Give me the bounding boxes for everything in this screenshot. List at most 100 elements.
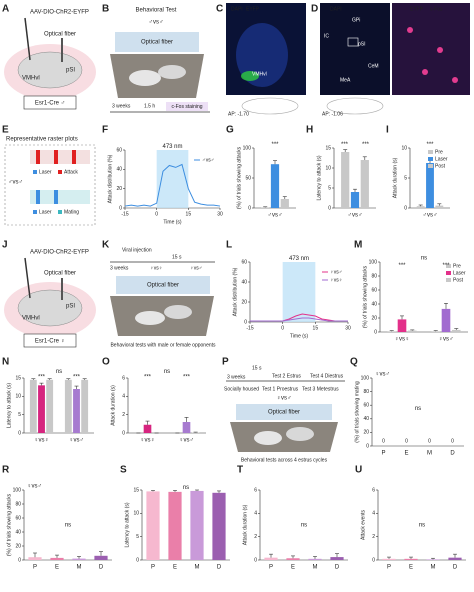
x-tick-label: P (269, 565, 273, 571)
x-tick-label: ♂vs♂ (268, 213, 283, 219)
fiber-band (236, 404, 332, 420)
y-axis-label: (%) of trials showing mating (354, 381, 360, 443)
title: Representative raster plots (6, 137, 78, 143)
x-tick-label: ♀vs♀ (34, 438, 49, 444)
mouse-line: Esr1-Cre ♀ (35, 339, 65, 345)
region: CeM (368, 63, 379, 69)
arena (230, 422, 338, 452)
ap: AP: -1.70 (228, 111, 249, 117)
panel-a: AAV-DIO-ChR2-EYFP Optical fiber VMHvl pS… (4, 10, 96, 110)
y-tick-label: 2 (254, 534, 257, 540)
bar (387, 331, 397, 332)
y-axis-label: (%) of trials showing attacks (6, 493, 12, 556)
panel-label: B (102, 4, 109, 15)
brain (17, 289, 83, 327)
pulse: 15 s (252, 365, 262, 371)
annotation: *** (398, 263, 406, 269)
y-tick-label: 40 (116, 167, 122, 173)
y-tick-label: 50 (245, 175, 251, 181)
x-tick-label: 30 (345, 325, 351, 331)
cell (437, 47, 443, 53)
y-tick-label: 2 (122, 412, 125, 418)
y-tick-label: 5 (328, 185, 331, 191)
panel-label: S (120, 465, 127, 476)
bar (168, 491, 182, 560)
bar (426, 163, 434, 208)
x-tick-label: ♂vs♂ (348, 213, 363, 219)
bar (426, 559, 440, 560)
y-tick-label: 10 (133, 511, 139, 517)
legend-label: Laser (39, 169, 52, 175)
bar (28, 557, 42, 560)
y-tick-label: 6 (372, 487, 375, 493)
stain: EYFP (410, 6, 424, 12)
y-tick-label: 60 (241, 259, 247, 265)
test: Test 1 Proestrus (262, 386, 299, 392)
annotation: ns (183, 485, 189, 491)
fiber-label: Optical fiber (44, 32, 76, 38)
raster-event (36, 150, 40, 164)
bar (143, 424, 152, 433)
bar (46, 379, 54, 433)
annotation: ns (415, 406, 421, 412)
x-tick-label: D (450, 451, 455, 457)
legend-swatch (33, 170, 37, 174)
fiber-label: Optical fiber (44, 271, 76, 277)
y-tick-label: 0 (372, 557, 375, 563)
y-tick-label: 0 (119, 205, 122, 211)
bar (451, 329, 461, 332)
bar (448, 557, 462, 560)
legend-swatch (428, 150, 433, 154)
x-tick-label: ♂vs♂ (423, 213, 438, 219)
y-axis-label: Attack duration (s) (110, 385, 116, 426)
x-tick-label: ♀vs♂ (69, 438, 84, 444)
zoom-box (347, 37, 359, 47)
source: VMHvl (22, 76, 40, 82)
atlas (241, 97, 299, 115)
frame (4, 144, 96, 226)
y-tick-label: 5 (404, 175, 407, 181)
x-axis-label: Time (s) (290, 333, 308, 339)
legend-swatch (58, 210, 62, 214)
x-tick-label: 0 (155, 211, 158, 217)
bar (341, 152, 350, 208)
annotation: *** (183, 374, 191, 380)
y-axis-label: Latency to attack (s) (124, 502, 130, 547)
mouse-line: Esr1-Cre ♂ (35, 101, 65, 107)
legend-swatch (428, 164, 433, 168)
y-tick-label: 0 (254, 557, 257, 563)
x-tick-label: -15 (121, 211, 128, 217)
bar (81, 379, 89, 433)
y-tick-label: 0 (366, 443, 369, 449)
x-tick-label: E (409, 565, 413, 571)
legend-label: ♀vs♀ (330, 277, 343, 283)
bar (404, 558, 418, 560)
panel-label: M (354, 240, 362, 251)
region: IC (324, 33, 329, 39)
x-tick-label: M (313, 565, 318, 571)
y-tick-label: 2 (372, 534, 375, 540)
y-tick-label: 4 (122, 394, 125, 400)
annotation: 473 nm (289, 256, 309, 262)
value-label: 0 (451, 438, 454, 444)
y-tick-label: 40 (371, 301, 377, 307)
cell (407, 27, 413, 33)
raster (30, 190, 90, 204)
fiber-label: Optical fiber (141, 40, 173, 46)
y-tick-label: 60 (371, 287, 377, 293)
mouse (254, 431, 282, 445)
region: MeA (340, 77, 351, 83)
x-tick-label: 30 (217, 211, 223, 217)
panel-label: N (2, 357, 9, 368)
injection: Viral injection (122, 247, 152, 253)
zoom-image (392, 3, 470, 95)
annotation: ns (65, 523, 71, 529)
wait: 3 weeks (227, 374, 246, 380)
panel-label: K (102, 240, 110, 251)
panel-label: Q (350, 357, 358, 368)
y-tick-label: 0 (244, 319, 247, 325)
panel-k: Viral injection 15 s 3 weeks ♀vs♀ ♀vs♂ O… (110, 247, 216, 348)
fiber-band (115, 32, 199, 52)
staining: c-Fos staining (171, 104, 202, 110)
